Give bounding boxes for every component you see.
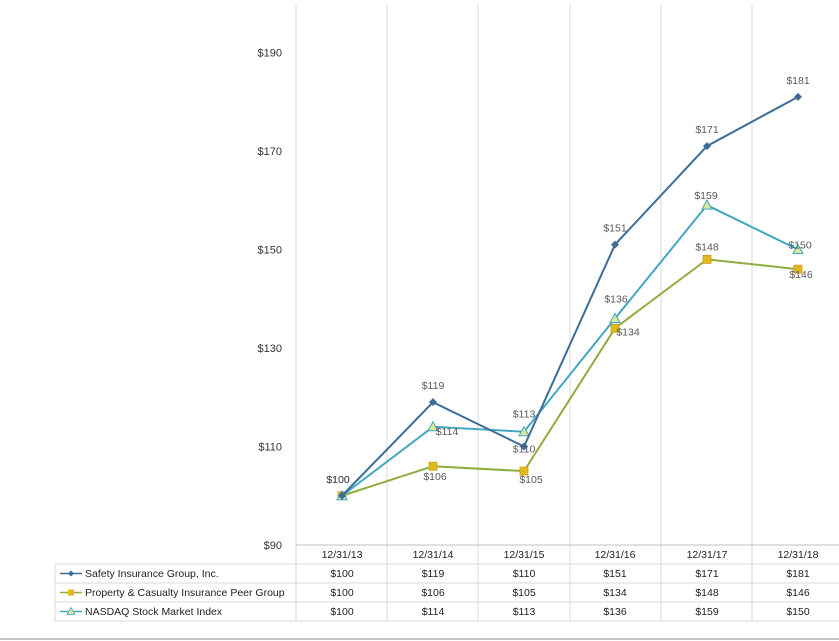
table-cell: $100: [330, 568, 354, 580]
legend-entry: Property & Casualty Insurance Peer Group: [85, 587, 285, 599]
table-cell: $181: [786, 568, 810, 580]
data-label: $110: [513, 444, 536, 456]
table-cell: $159: [695, 606, 719, 618]
data-point-marker: [792, 243, 804, 254]
legend-key-marker: [66, 606, 76, 615]
data-point-marker: [609, 312, 621, 323]
data-point-marker: [518, 425, 530, 437]
table-cell: $114: [422, 606, 445, 618]
table-cell: $100: [330, 587, 354, 599]
data-point-marker: [427, 420, 439, 432]
series-line: [341, 95, 799, 497]
data-point-marker: [519, 466, 529, 476]
data-label: $151: [603, 223, 627, 235]
data-label: $100: [326, 474, 350, 486]
x-category-label: 12/31/18: [778, 549, 819, 561]
data-label: $100: [326, 474, 350, 486]
data-label: $113: [513, 409, 536, 421]
data-labels: $100$119$110$151$171$181$100 $106 $105$134…: [326, 75, 813, 486]
data-label: $150: [788, 240, 812, 252]
data-label: $114: [436, 426, 459, 438]
table-cell: $100: [330, 606, 354, 618]
table-row: NASDAQ Stock Market Index $100 $114 $113 $13…: [60, 606, 810, 618]
table-cell: $150: [786, 606, 810, 618]
series-line: [341, 258, 799, 497]
table-cell: $151: [603, 568, 627, 580]
data-label: $119: [422, 380, 445, 392]
y-tick-label: $170: [258, 146, 282, 158]
data-point-marker: [520, 442, 528, 451]
table-row: Safety Insurance Group, Inc. $100 $119 $110…: [60, 568, 810, 580]
data-point-marker: [701, 199, 713, 210]
data-label: $171: [695, 124, 719, 136]
legend-entry: Safety Insurance Group, Inc.: [85, 568, 219, 580]
legend-key-marker: [68, 589, 74, 596]
table-cell: $113: [513, 606, 536, 618]
data-label: $181: [786, 75, 810, 87]
table-cell: $119: [422, 568, 445, 580]
table-cell: $110: [513, 568, 536, 580]
series-line: [341, 203, 799, 497]
x-category-label: 12/31/15: [504, 549, 545, 561]
y-tick-label: $190: [258, 48, 282, 60]
data-label: $105: [519, 474, 543, 486]
data-label: $148: [695, 241, 719, 253]
x-category-label: 12/31/14: [413, 549, 454, 561]
table-cell: $106: [421, 587, 445, 599]
series-0: [338, 92, 802, 500]
data-label: $106: [423, 471, 447, 483]
y-axis-ticks: $90 $110 $130 $150 $170 $190: [258, 48, 282, 553]
x-category-label: 12/31/17: [687, 549, 728, 561]
table-cell: $134: [603, 587, 627, 599]
data-point-marker: [338, 491, 346, 500]
table-cell: $148: [695, 587, 719, 599]
data-point-marker: [611, 240, 619, 249]
table-cell: $146: [786, 587, 810, 599]
series-lines: [336, 92, 804, 501]
y-tick-label: $110: [258, 442, 282, 454]
data-point-marker: [794, 92, 802, 101]
x-category-label: 12/31/13: [322, 549, 363, 561]
data-label: $159: [694, 190, 718, 202]
table-cell: $171: [695, 568, 719, 580]
table-cell: $105: [512, 587, 536, 599]
y-tick-label: $90: [264, 540, 282, 552]
series-1: [337, 254, 803, 501]
y-tick-label: $130: [258, 343, 282, 355]
table-cell: $136: [603, 606, 627, 618]
gridlines: [295, 4, 753, 621]
data-point-marker: [793, 264, 803, 274]
data-label: $100: [326, 474, 350, 486]
legend-key-marker: [68, 570, 74, 577]
data-point-marker: [610, 323, 620, 333]
x-category-label: 12/31/16: [595, 549, 636, 561]
data-point-marker: [703, 142, 711, 151]
data-table: 12/31/13 12/31/14 12/31/15 12/31/16 12/31/17…: [0, 544, 839, 640]
table-row: Property & Casualty Insurance Peer Group…: [60, 587, 810, 599]
data-point-marker: [428, 461, 438, 471]
data-point-marker: [429, 398, 437, 407]
y-tick-label: $150: [258, 245, 282, 257]
data-point-marker: [702, 254, 712, 264]
data-label: $146: [789, 269, 813, 281]
data-label: $136: [604, 293, 628, 305]
legend-entry: NASDAQ Stock Market Index: [85, 606, 223, 618]
data-label: $134: [616, 326, 640, 338]
